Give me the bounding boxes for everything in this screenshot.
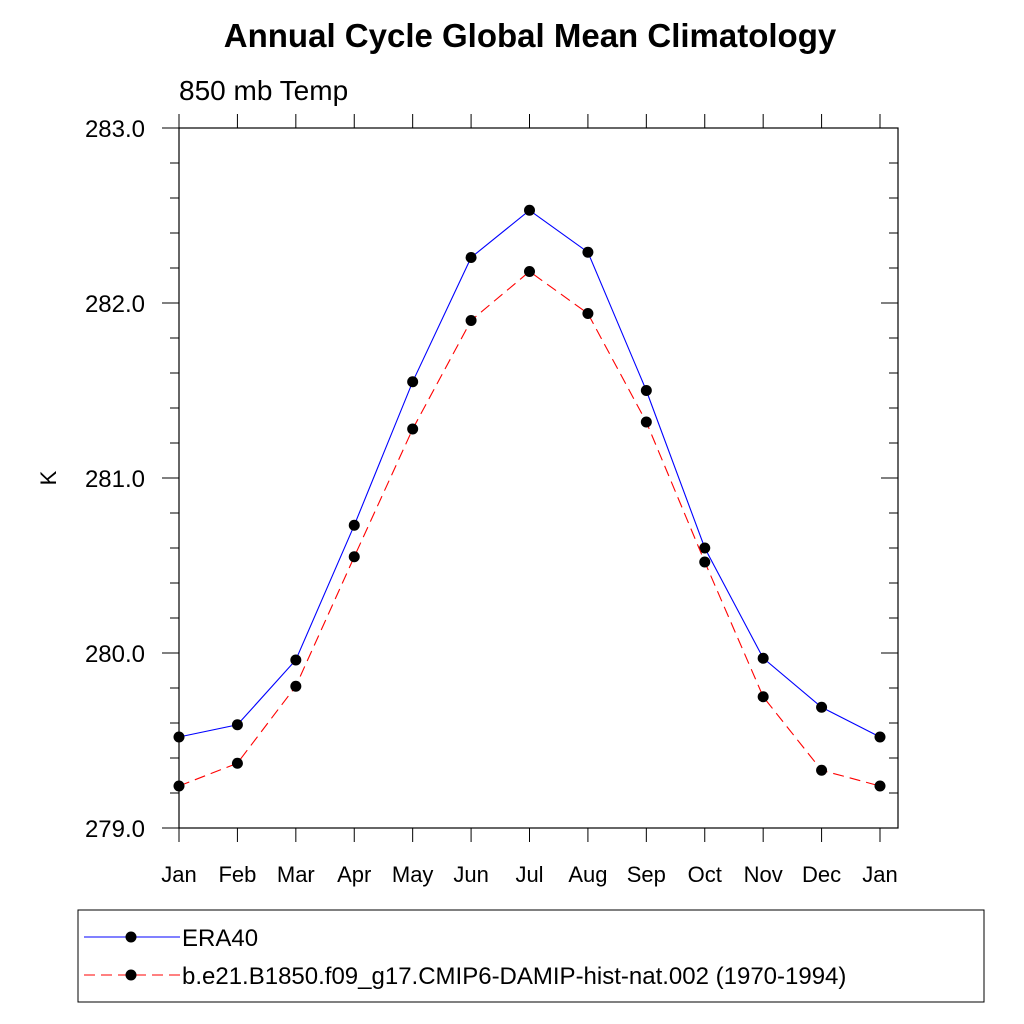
legend-marker — [125, 931, 137, 943]
y-axis-label: K — [36, 470, 61, 485]
y-tick-label: 281.0 — [85, 466, 145, 493]
y-tick-label: 280.0 — [85, 641, 145, 668]
data-point — [465, 315, 477, 326]
data-point — [407, 423, 419, 435]
data-point — [874, 780, 886, 792]
legend-box — [77, 909, 985, 1003]
x-tick-label: Aug — [568, 862, 607, 887]
series-line — [178, 209, 881, 738]
series-1 — [173, 204, 886, 743]
data-point — [640, 385, 652, 396]
data-point — [407, 376, 419, 388]
x-tick-label: Mar — [277, 862, 315, 887]
x-tick-label: Nov — [744, 862, 783, 887]
data-point — [348, 519, 360, 531]
x-tick-label: Apr — [337, 862, 371, 887]
legend-label: b.e21.B1850.f09_g17.CMIP6-DAMIP-hist-nat… — [182, 963, 846, 990]
data-point — [290, 654, 302, 666]
chart-subtitle: 850 mb Temp — [179, 75, 348, 106]
x-tick-label: Jul — [515, 862, 543, 887]
data-point — [757, 691, 769, 703]
data-point — [173, 731, 185, 743]
y-tick-label: 283.0 — [85, 116, 145, 143]
x-tick-label: Dec — [802, 862, 841, 887]
legend-item-2: b.e21.B1850.f09_g17.CMIP6-DAMIP-hist-nat… — [84, 963, 846, 990]
legend-label: ERA40 — [182, 925, 258, 952]
x-axis-tick-labels: Jan Feb Mar Apr May Jun Jul Aug Sep Oct Nov Dec Jan — [161, 862, 897, 887]
y-tick-label: 279.0 — [85, 816, 145, 843]
data-point — [524, 266, 535, 277]
data-point — [231, 757, 243, 769]
x-tick-label: Oct — [688, 862, 722, 887]
data-point — [816, 701, 828, 713]
data-point — [699, 542, 711, 554]
data-point — [874, 731, 886, 743]
data-point — [699, 556, 711, 568]
data-point — [757, 652, 769, 664]
legend-marker — [125, 969, 137, 981]
y-axis-tick-labels: 279.0 280.0 281.0 282.0 283.0 — [85, 116, 145, 843]
legend: ERA40 b.e21.B1850.f09_g17.CMIP6-DAMIP-his… — [84, 925, 846, 990]
data-point — [231, 719, 243, 731]
plot-frame — [178, 127, 899, 829]
data-point — [582, 246, 594, 258]
x-tick-label: Feb — [218, 862, 256, 887]
x-tick-label: May — [392, 862, 434, 887]
data-point — [524, 204, 535, 216]
y-tick-label: 282.0 — [85, 291, 145, 318]
x-tick-label: Jan — [161, 862, 196, 887]
data-point — [582, 308, 594, 319]
axis-ticks — [162, 114, 898, 842]
x-tick-label: Jan — [862, 862, 897, 887]
series-line — [178, 270, 881, 787]
chart-title: Annual Cycle Global Mean Climatology — [224, 17, 837, 54]
data-point — [348, 551, 360, 563]
data-point — [173, 780, 185, 792]
series-layer — [173, 204, 886, 792]
x-tick-label: Sep — [627, 862, 666, 887]
series-2 — [173, 266, 886, 792]
x-tick-label: Jun — [453, 862, 488, 887]
data-point — [816, 764, 828, 776]
data-point — [290, 680, 302, 692]
data-point — [640, 416, 652, 428]
data-point — [465, 252, 477, 263]
legend-item-1: ERA40 — [84, 925, 258, 952]
